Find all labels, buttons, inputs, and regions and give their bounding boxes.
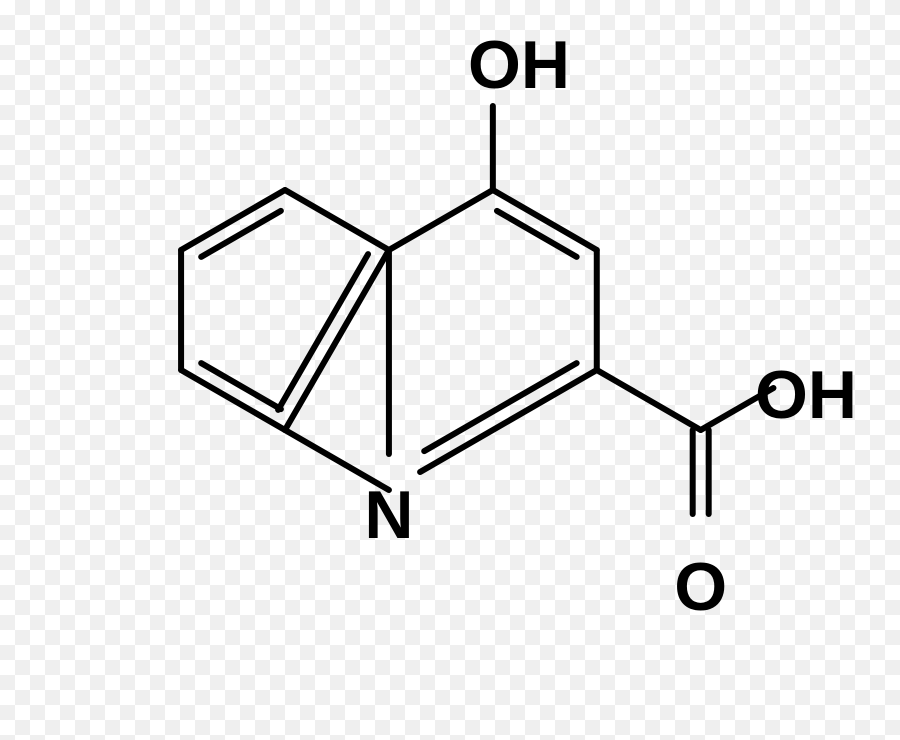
atom-label-o1: O xyxy=(674,549,727,625)
atom-label-n: N xyxy=(364,477,413,553)
atom-label-oh: OH xyxy=(468,27,570,103)
molecule-diagram: N OH OH O xyxy=(0,0,900,740)
atom-label-o2: OH xyxy=(755,357,857,433)
